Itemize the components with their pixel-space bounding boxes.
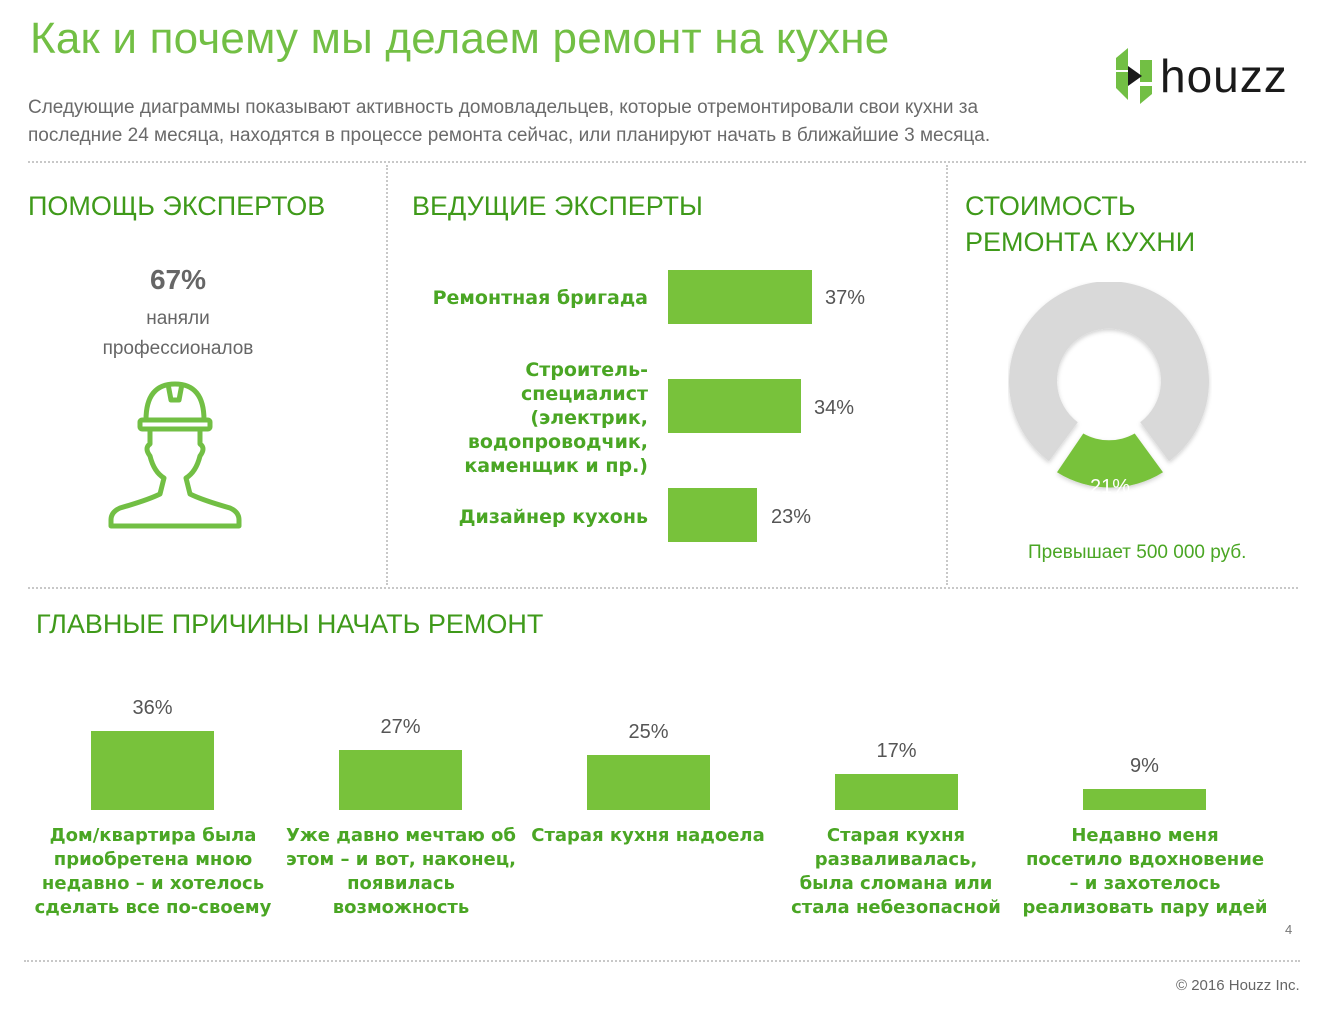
- expert-help-title: ПОМОЩЬ ЭКСПЕРТОВ: [28, 191, 326, 221]
- lead-expert-value: 37%: [825, 287, 866, 309]
- lead-expert-bar: [668, 379, 801, 433]
- reason-value: 25%: [628, 721, 669, 743]
- expert-help-percent: 67%: [149, 264, 207, 295]
- reason-label: Старая кухня надоела: [531, 825, 765, 846]
- caption-line-2: профессионалов: [102, 338, 254, 359]
- lead-expert-label: Строитель- специалист (электрик, водопро…: [464, 359, 648, 477]
- reason-value: 17%: [876, 740, 917, 762]
- copyright: © 2016 Houzz Inc.: [1176, 977, 1300, 994]
- reason-bar: [587, 755, 710, 810]
- cost-caption: Превышает 500 000 руб.: [1028, 542, 1247, 563]
- reason-label: Старая кухня разваливалась, была сломана…: [791, 825, 1001, 918]
- page-title: Как и почему мы делаем ремонт на кухне: [30, 14, 890, 63]
- caption-line-1: наняли: [146, 308, 210, 329]
- reason-bar: [835, 774, 958, 810]
- reason-bar: [1083, 789, 1206, 810]
- lead-expert-bar: [668, 270, 812, 324]
- reason-value: 36%: [132, 697, 173, 719]
- lead-expert-label: Дизайнер кухонь: [458, 506, 648, 528]
- reason-bar: [91, 731, 214, 810]
- subtitle-line-2: последние 24 месяца, находятся в процесс…: [28, 125, 991, 146]
- page-subtitle: Следующие диаграммы показывают активност…: [28, 94, 1128, 150]
- page-number: 4: [1285, 922, 1293, 937]
- construction-worker-icon: [108, 381, 242, 529]
- subtitle-line-1: Следующие диаграммы показывают активност…: [28, 97, 979, 118]
- lead-experts-title: ВЕДУЩИЕ ЭКСПЕРТЫ: [412, 191, 703, 221]
- reason-value: 27%: [380, 716, 421, 738]
- lead-expert-label: Ремонтная бригада: [432, 287, 648, 309]
- lead-expert-value: 34%: [814, 397, 855, 419]
- divider-vertical-2: [946, 165, 948, 585]
- divider-vertical-1: [386, 165, 388, 585]
- houzz-logo-text: houzz: [1160, 50, 1288, 102]
- reason-bar: [339, 750, 462, 810]
- reason-label: Недавно меня посетило вдохновение – и за…: [1022, 825, 1268, 918]
- reasons-title: ГЛАВНЫЕ ПРИЧИНЫ НАЧАТЬ РЕМОНТ: [36, 609, 544, 639]
- reason-value: 9%: [1130, 755, 1159, 777]
- donut-segment-label: 21%: [1090, 476, 1130, 498]
- lead-expert-bar: [668, 488, 757, 542]
- divider-middle: [28, 587, 1298, 589]
- cost-title-line-2: РЕМОНТА КУХНИ: [965, 227, 1196, 257]
- lead-expert-value: 23%: [771, 506, 812, 528]
- divider-top: [28, 161, 1306, 163]
- reason-label: Дом/квартира была приобретена мною недав…: [34, 825, 272, 918]
- donut-gray-segment: [1009, 282, 1209, 462]
- reason-label: Уже давно мечтаю об этом – и вот, наконе…: [286, 825, 516, 918]
- houzz-logo: houzz: [1116, 48, 1306, 104]
- cost-title-line-1: СТОИМОСТЬ: [965, 191, 1136, 221]
- expert-help-caption: наняли профессионалов: [58, 304, 298, 364]
- cost-donut-chart: 21%: [1009, 282, 1209, 498]
- divider-bottom: [24, 960, 1300, 962]
- houzz-logo-icon: [1116, 48, 1152, 104]
- donut-green-segment: [1057, 433, 1163, 488]
- cost-title: СТОИМОСТЬ РЕМОНТА КУХНИ: [965, 188, 1195, 260]
